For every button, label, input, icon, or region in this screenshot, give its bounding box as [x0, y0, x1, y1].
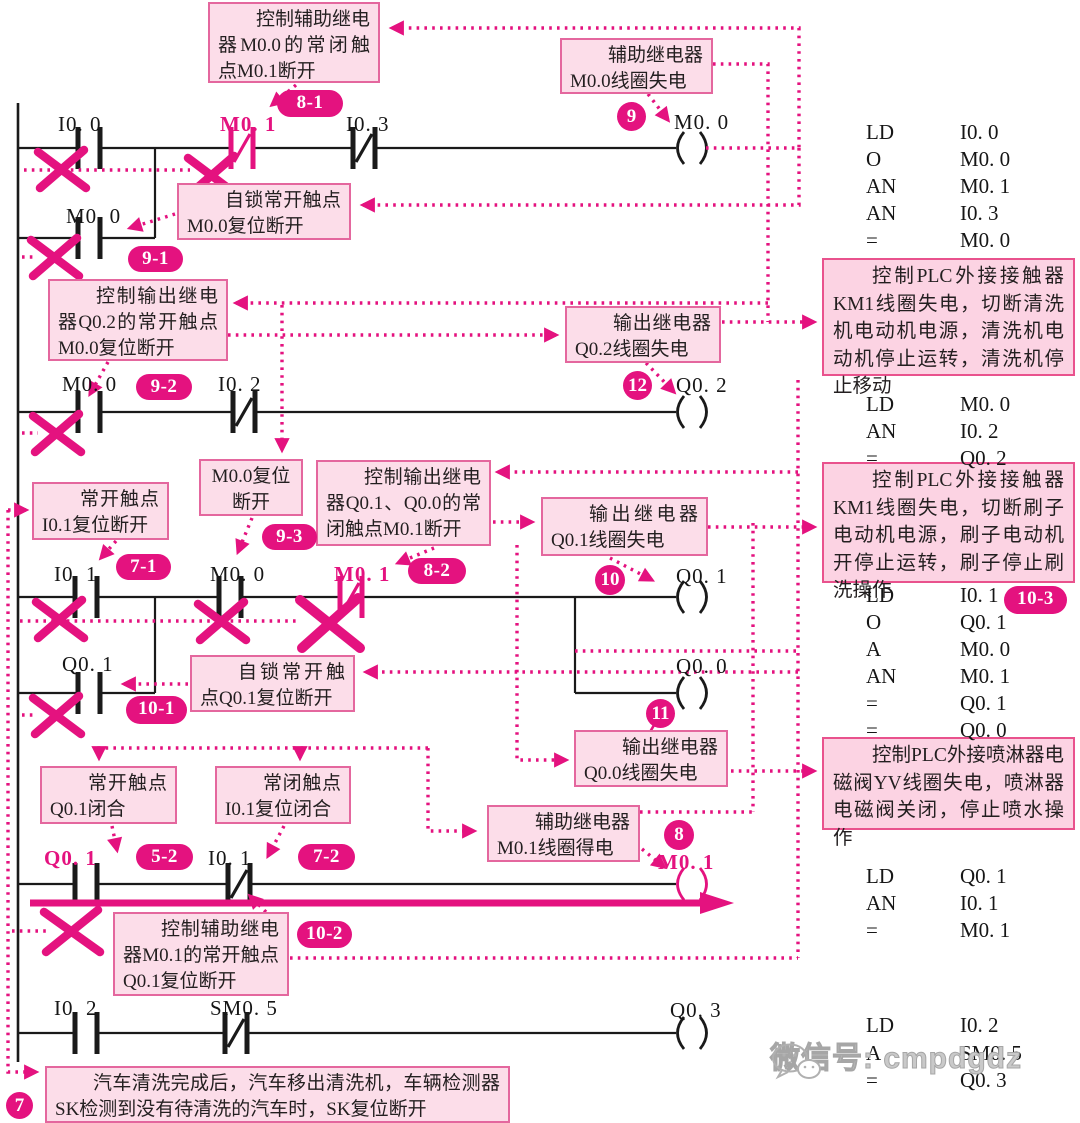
- stl-row: LD I0. 1: [866, 583, 999, 607]
- contact-label: M0. 1: [334, 562, 391, 586]
- explanation-yv-spray-stops: 控制PLC外接喷淋器电磁阀YV线圈失电，喷淋器电磁阀关闭，停止喷水操作: [822, 737, 1075, 849]
- ladder-rails-and-rungs: [16, 103, 708, 1062]
- stl-row: O Q0. 1: [866, 610, 1007, 634]
- step-badge-10-3: 10-3: [1004, 586, 1067, 614]
- step-badge-7-1: 7-1: [116, 554, 171, 580]
- callout-m01-no-contact-resets: 控制辅助继电器M0.1的常开触点Q0.1复位断开: [113, 912, 289, 996]
- explanation-km1-washer-stops: 控制PLC外接接触器KM1线圈失电，切断清洗机电动机电源，清洗机电动机停止运转，…: [822, 258, 1075, 397]
- stl-row: = Q0. 0: [866, 718, 1007, 742]
- step-badge-9-1: 9-1: [128, 246, 183, 272]
- step-badge-9-2: 9-2: [136, 374, 192, 400]
- callout-selflock-m00-resets: 自锁常开触点M0.0复位断开: [177, 183, 351, 240]
- stl-row: = M0. 1: [866, 918, 1011, 942]
- step-badge-9-3: 9-3: [262, 524, 317, 550]
- step-badge-5-2: 5-2: [136, 844, 193, 870]
- contact-label: I0. 3: [346, 112, 390, 136]
- step-badge-11: 11: [646, 699, 675, 728]
- stl-row: LD I0. 2: [866, 1013, 999, 1037]
- dotted-connectors: [6, 20, 818, 1080]
- callout-q01-coil-deenergized: 输出继电器Q0.1线圈失电: [541, 497, 708, 556]
- x-break-marks: [26, 145, 365, 957]
- explanation-km1-brush-stops: 控制PLC外接接触器KM1线圈失电，切断刷子电动机电源，刷子电动机开停止运转，刷…: [822, 462, 1075, 601]
- stl-row: AN I0. 2: [866, 419, 999, 443]
- stl-row: AN I0. 1: [866, 891, 999, 915]
- contact-label: I0. 2: [218, 372, 262, 396]
- step-badge-8-2: 8-2: [408, 558, 466, 584]
- step-badge-8: 8: [664, 820, 694, 850]
- step-badge-12: 12: [623, 371, 652, 400]
- contact-label: M0. 0: [62, 372, 118, 396]
- stl-row: A M0. 0: [866, 637, 1011, 661]
- stl-row: O M0. 0: [866, 147, 1011, 171]
- stl-row: AN M0. 1: [866, 664, 1011, 688]
- callout-selflock-q01-resets: 自锁常开触点Q0.1复位断开: [190, 655, 355, 712]
- callout-m00-resets: M0.0复位断开: [199, 459, 303, 516]
- step-badge-7-2: 7-2: [298, 844, 355, 870]
- callout-q02-no-contact-resets: 控制输出继电器Q0.2的常开触点M0.0复位断开: [48, 279, 228, 361]
- wechat-icon: [772, 1043, 821, 1080]
- stl-row: LD I0. 0: [866, 120, 999, 144]
- stl-row: A SM0. 5: [866, 1041, 1022, 1065]
- contact-label: M0. 1: [220, 112, 277, 136]
- callout-i01-nc-closes: 常闭触点I0.1复位闭合: [215, 766, 351, 824]
- power-flow-arrowhead: [700, 892, 734, 914]
- stl-row: = Q0. 1: [866, 691, 1007, 715]
- watermark: 微信号: cmpdgdz: [770, 1042, 1022, 1080]
- contact-label: M0. 0: [210, 562, 266, 586]
- callout-q01-q00-nc-opens: 控制输出继电器Q0.1、Q0.0的常闭触点M0.1断开: [316, 460, 491, 546]
- callout-q02-coil-deenergized: 输出继电器Q0.2线圈失电: [565, 306, 721, 363]
- callout-m01-nc-opens: 控制辅助继电器M0.0的常闭触点M0.1断开: [208, 2, 380, 83]
- coil-label: M0. 0: [674, 110, 730, 134]
- step-badge-7: 7: [6, 1092, 33, 1119]
- coil-label: Q0. 2: [676, 373, 728, 397]
- contact-label: I0. 1: [208, 846, 252, 870]
- contact-label: I0. 1: [54, 562, 98, 586]
- stl-row: = Q0. 2: [866, 446, 1007, 470]
- callout-m01-coil-energized: 辅助继电器M0.1线圈得电: [487, 805, 640, 862]
- stl-row: LD M0. 0: [866, 392, 1011, 416]
- coil-label: Q0. 0: [676, 654, 728, 678]
- step-badge-10-1: 10-1: [126, 696, 187, 724]
- callout-q00-coil-deenergized: 输出继电器Q0.0线圈失电: [574, 730, 728, 787]
- stl-row: AN M0. 1: [866, 174, 1011, 198]
- contact-label: SM0. 5: [210, 996, 278, 1020]
- stl-row: = M0. 0: [866, 228, 1011, 252]
- step-badge-8-1: 8-1: [277, 90, 343, 117]
- contact-label: I0. 0: [58, 112, 102, 136]
- contact-label: I0. 2: [54, 996, 98, 1020]
- coil-label: Q0. 3: [670, 998, 722, 1022]
- step-badge-10: 10: [595, 565, 625, 595]
- callout-m00-coil-deenergized: 辅助继电器M0.0线圈失电: [560, 38, 713, 94]
- coil-label: M0. 1: [658, 850, 715, 874]
- callout-car-wash-complete: 汽车清洗完成后，汽车移出清洗机，车辆检测器SK检测到没有待清洗的汽车时，SK复位…: [45, 1066, 510, 1123]
- step-badge-9: 9: [617, 102, 646, 131]
- contact-label: Q0. 1: [44, 846, 97, 870]
- callout-i01-no-resets: 常开触点I0.1复位断开: [32, 482, 169, 540]
- stl-row: AN I0. 3: [866, 201, 999, 225]
- contact-label: Q0. 1: [62, 652, 114, 676]
- callout-q01-no-closes: 常开触点Q0.1闭合: [40, 766, 177, 824]
- contact-label: M0. 0: [66, 204, 122, 228]
- stl-row: LD Q0. 1: [866, 864, 1007, 888]
- step-badge-10-2: 10-2: [297, 921, 352, 948]
- stl-row: = Q0. 3: [866, 1068, 1007, 1092]
- coil-label: Q0. 1: [676, 564, 728, 588]
